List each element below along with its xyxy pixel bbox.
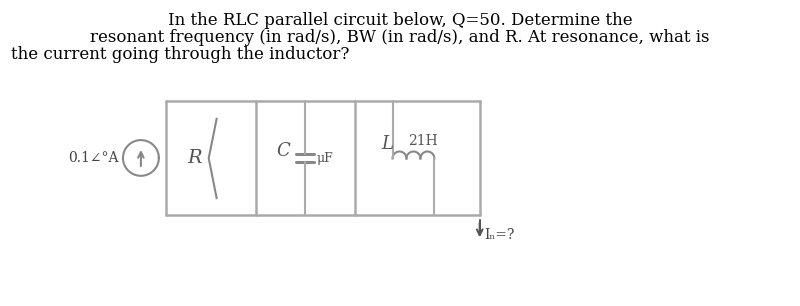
Text: Iₙ=?: Iₙ=?: [485, 228, 515, 242]
Text: C: C: [277, 141, 290, 159]
Text: resonant frequency (in rad/s), BW (in rad/s), and R. At resonance, what is: resonant frequency (in rad/s), BW (in ra…: [90, 29, 710, 46]
Text: L: L: [382, 135, 394, 153]
Text: 21H: 21H: [408, 134, 438, 147]
Text: μF: μF: [316, 152, 333, 165]
Text: 0.1∠°A: 0.1∠°A: [68, 151, 118, 165]
Text: the current going through the inductor?: the current going through the inductor?: [11, 46, 350, 63]
Text: R: R: [187, 149, 202, 167]
Text: In the RLC parallel circuit below, Q=50. Determine the: In the RLC parallel circuit below, Q=50.…: [168, 12, 632, 29]
